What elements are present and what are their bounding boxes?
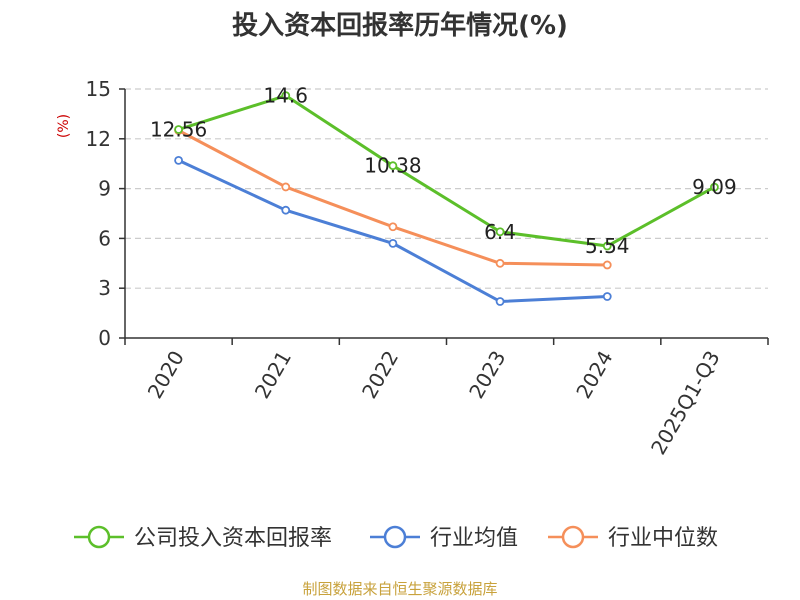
series-lines bbox=[174, 91, 719, 306]
y-tick-label: 9 bbox=[98, 177, 111, 201]
data-label: 14.6 bbox=[263, 84, 308, 108]
data-point bbox=[388, 161, 398, 171]
y-tick-label: 3 bbox=[98, 276, 111, 300]
legend-label: 行业中位数 bbox=[608, 526, 718, 551]
y-tick-label: 12 bbox=[86, 127, 111, 151]
data-point bbox=[495, 258, 505, 268]
y-tick-label: 6 bbox=[98, 226, 111, 250]
data-label: 5.54 bbox=[585, 234, 630, 258]
series-line bbox=[178, 94, 716, 248]
legend: 公司投入资本回报率 行业均值 行业中位数 bbox=[74, 525, 718, 551]
legend-marker-icon bbox=[561, 525, 585, 549]
data-label: 12.56 bbox=[150, 118, 207, 142]
chart-title: 投入资本回报率历年情况(%) bbox=[232, 10, 568, 41]
legend-label: 行业均值 bbox=[430, 526, 518, 551]
data-point bbox=[388, 238, 398, 248]
x-tick-label: 2022 bbox=[357, 347, 403, 403]
data-point bbox=[602, 292, 612, 301]
data-point bbox=[281, 205, 291, 215]
data-point bbox=[281, 182, 291, 192]
data-point bbox=[388, 222, 398, 232]
data-point bbox=[710, 182, 719, 192]
legend-item[interactable]: 行业均值 bbox=[370, 525, 518, 551]
x-tick-label: 2025Q1-Q3 bbox=[646, 347, 725, 459]
axes: 0 3 6 9 12 15 2020 2021 2022 2023 2024 2025Q1-Q3 bbox=[86, 77, 769, 459]
data-point bbox=[281, 91, 291, 101]
data-point bbox=[602, 260, 612, 270]
data-label: 6.4 bbox=[484, 220, 516, 244]
data-labels: 12.56 14.6 10.38 6.4 5.54 9.09 bbox=[150, 84, 737, 258]
legend-label: 公司投入资本回报率 bbox=[134, 526, 332, 551]
y-axis-label: (%) bbox=[56, 114, 72, 138]
y-tick-label: 0 bbox=[98, 326, 111, 350]
data-label: 9.09 bbox=[692, 175, 737, 199]
x-tick-label: 2024 bbox=[571, 347, 617, 403]
data-point bbox=[174, 125, 183, 134]
data-point bbox=[495, 227, 505, 237]
grid-lines bbox=[125, 88, 768, 289]
data-point bbox=[495, 297, 505, 306]
data-point bbox=[174, 155, 183, 165]
legend-marker-icon bbox=[87, 525, 111, 549]
legend-marker-icon bbox=[383, 525, 407, 549]
y-tick-label: 15 bbox=[86, 77, 111, 101]
legend-item[interactable]: 公司投入资本回报率 bbox=[74, 525, 332, 551]
x-tick-label: 2023 bbox=[464, 347, 510, 403]
legend-item[interactable]: 行业中位数 bbox=[548, 525, 718, 551]
source-note: 制图数据来自恒生聚源数据库 bbox=[302, 580, 497, 598]
x-tick-label: 2021 bbox=[250, 347, 296, 403]
data-point bbox=[602, 241, 612, 251]
data-label: 10.38 bbox=[364, 154, 421, 178]
x-tick-label: 2020 bbox=[143, 347, 189, 403]
